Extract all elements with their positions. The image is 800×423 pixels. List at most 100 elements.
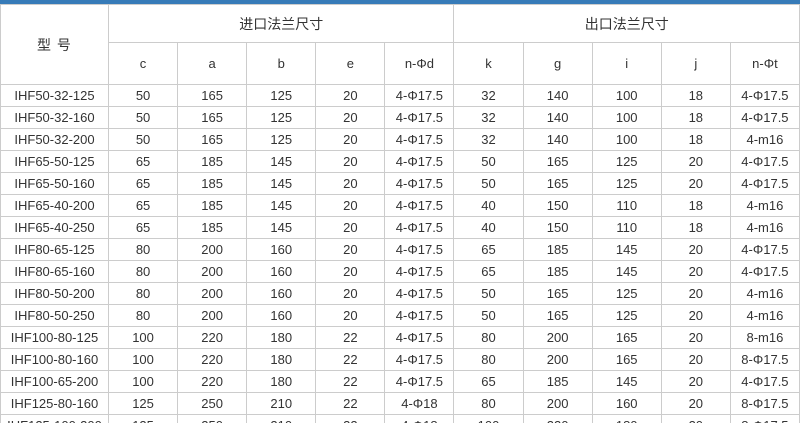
value-cell: 65 (107, 194, 179, 217)
value-cell: 20 (315, 150, 386, 173)
value-cell: 4-Φ17.5 (729, 150, 800, 173)
value-cell: 50 (107, 106, 179, 129)
value-cell: 165 (522, 172, 593, 195)
table-row: IHF50-32-200 50 165 125 20 4-Φ17.5 32 140 100 18 4… (0, 128, 800, 151)
value-cell: 160 (246, 260, 317, 283)
value-cell: 185 (522, 238, 593, 261)
value-cell: 65 (453, 238, 524, 261)
value-cell: 80 (453, 326, 524, 349)
value-cell: 65 (107, 172, 179, 195)
value-cell: 4-Φ17.5 (729, 172, 800, 195)
value-cell: 140 (522, 128, 593, 151)
value-cell: 4-Φ17.5 (384, 128, 455, 151)
value-cell: 20 (660, 414, 731, 423)
value-cell: 210 (246, 392, 317, 415)
value-cell: 125 (591, 282, 662, 305)
table-row: IHF50-32-125 50 165 125 20 4-Φ17.5 32 140 100 18 4… (0, 84, 800, 107)
table-row: IHF100-80-125 100 220 180 22 4-Φ17.5 80 200 165 2… (0, 326, 800, 349)
column-header-k: k (453, 42, 524, 85)
model-cell: IHF50-32-160 (0, 106, 109, 129)
value-cell: 22 (315, 348, 386, 371)
value-cell: 40 (453, 194, 524, 217)
value-cell: 4-Φ17.5 (384, 304, 455, 327)
value-cell: 50 (453, 282, 524, 305)
value-cell: 80 (107, 238, 179, 261)
model-column-header: 型 号 (0, 4, 109, 85)
value-cell: 125 (591, 304, 662, 327)
value-cell: 20 (660, 282, 731, 305)
value-cell: 20 (315, 84, 386, 107)
value-cell: 4-m16 (729, 194, 800, 217)
value-cell: 18 (660, 84, 731, 107)
model-cell: IHF80-65-160 (0, 260, 109, 283)
table-row: IHF125-100-200125250210224-Φ181002201802… (0, 414, 800, 423)
table-row: IHF50-32-160 50 165 125 20 4-Φ17.5 32 140 100 18 4… (0, 106, 800, 129)
table-row: IHF80-65-160 80 200 160 20 4-Φ17.5 65 185 145 20 4… (0, 260, 800, 283)
value-cell: 20 (660, 238, 731, 261)
value-cell: 125 (246, 106, 317, 129)
value-cell: 20 (315, 216, 386, 239)
value-cell: 180 (591, 414, 662, 423)
column-header-n-t: n-Φt (729, 42, 800, 85)
value-cell: 125 (591, 150, 662, 173)
value-cell: 125 (591, 172, 662, 195)
model-cell: IHF65-40-200 (0, 194, 109, 217)
table-row: IHF80-50-200 80 200 160 20 4-Φ17.5 50 165 125 20 4… (0, 282, 800, 305)
value-cell: 22 (315, 392, 386, 415)
value-cell: 200 (522, 326, 593, 349)
value-cell: 22 (315, 326, 386, 349)
value-cell: 180 (246, 326, 317, 349)
value-cell: 4-Φ17.5 (384, 282, 455, 305)
value-cell: 18 (660, 128, 731, 151)
value-cell: 32 (453, 84, 524, 107)
value-cell: 4-Φ17.5 (729, 238, 800, 261)
value-cell: 4-Φ18 (384, 414, 455, 423)
value-cell: 125 (107, 414, 179, 423)
value-cell: 4-Φ17.5 (384, 238, 455, 261)
value-cell: 160 (591, 392, 662, 415)
value-cell: 20 (660, 304, 731, 327)
value-cell: 145 (246, 150, 317, 173)
value-cell: 185 (522, 370, 593, 393)
value-cell: 250 (177, 414, 248, 423)
value-cell: 125 (107, 392, 179, 415)
value-cell: 4-Φ17.5 (729, 106, 800, 129)
value-cell: 165 (177, 84, 248, 107)
value-cell: 4-m16 (729, 304, 800, 327)
column-header-i: i (591, 42, 662, 85)
table-body: IHF50-32-125 50 165 125 20 4-Φ17.5 32 140 100 18 4… (0, 84, 800, 423)
value-cell: 4-Φ17.5 (729, 260, 800, 283)
value-cell: 65 (453, 370, 524, 393)
model-cell: IHF100-65-200 (0, 370, 109, 393)
value-cell: 18 (660, 194, 731, 217)
value-cell: 160 (246, 282, 317, 305)
value-cell: 185 (177, 194, 248, 217)
top-accent-bar (0, 0, 800, 4)
value-cell: 20 (315, 172, 386, 195)
value-cell: 100 (591, 84, 662, 107)
value-cell: 200 (177, 304, 248, 327)
value-cell: 20 (315, 128, 386, 151)
value-cell: 22 (315, 370, 386, 393)
value-cell: 20 (315, 238, 386, 261)
value-cell: 80 (453, 392, 524, 415)
value-cell: 20 (660, 260, 731, 283)
value-cell: 185 (177, 172, 248, 195)
value-cell: 110 (591, 216, 662, 239)
value-cell: 200 (177, 260, 248, 283)
value-cell: 165 (522, 282, 593, 305)
table-row: IHF65-40-200 65 185 145 20 4-Φ17.5 40 150 110 18 4… (0, 194, 800, 217)
model-cell: IHF125-100-200 (0, 414, 109, 423)
column-header-g: g (522, 42, 593, 85)
table-row: IHF65-40-250 65 185 145 20 4-Φ17.5 40 150 110 18 4… (0, 216, 800, 239)
value-cell: 4-Φ17.5 (384, 172, 455, 195)
model-cell: IHF50-32-125 (0, 84, 109, 107)
column-header-a: a (177, 42, 248, 85)
outlet-flange-group-header: 出口法兰尺寸 (453, 4, 800, 43)
value-cell: 18 (660, 106, 731, 129)
value-cell: 100 (591, 106, 662, 129)
value-cell: 165 (522, 304, 593, 327)
value-cell: 4-Φ17.5 (729, 84, 800, 107)
value-cell: 20 (315, 282, 386, 305)
value-cell: 165 (591, 326, 662, 349)
